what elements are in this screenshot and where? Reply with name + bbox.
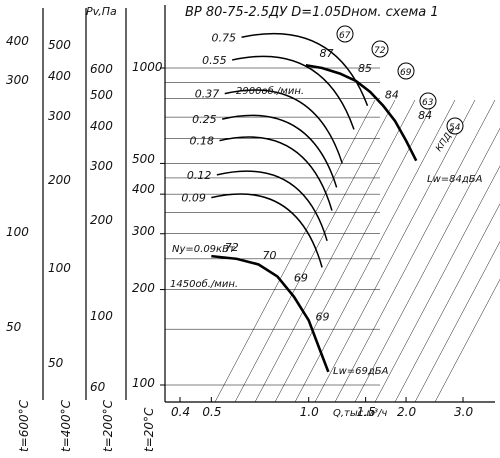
x-tick-label: 1.5 xyxy=(357,405,376,419)
power-line xyxy=(216,170,328,242)
power-label: 0.75 xyxy=(212,31,237,44)
efficiency-circle xyxy=(419,92,437,110)
power-unit-label: Ny=0.09кВт xyxy=(172,244,236,255)
grid-line-diagonal xyxy=(354,127,500,403)
performance-curve xyxy=(211,254,330,373)
x-tick-label: 0.5 xyxy=(202,405,221,419)
y-axis-title: Pv,Па xyxy=(86,5,117,18)
efficiency-point-label: 87 xyxy=(320,47,334,60)
temp-tick-label: 300 xyxy=(6,73,29,87)
efficiency-point-label: 70 xyxy=(263,249,277,262)
power-label: 0.09 xyxy=(181,192,206,205)
chart-texts: ВР 80-75-2.5ДУ D=1.05Dном. схема 1 Ny=0.0… xyxy=(170,5,483,377)
chart-axes: 50 100 300 400 t=600°C 50 100 200 300 400 500 t=400… xyxy=(6,5,495,452)
efficiency-value: 67 xyxy=(339,31,351,41)
efficiency-point-label: 85 xyxy=(358,62,372,75)
noise-label: Lw=69дБА xyxy=(333,366,389,377)
x-tick-label: 0.4 xyxy=(171,405,190,419)
noise-label: Lw=84дБА xyxy=(427,174,483,185)
temp-axis-label: t=600°C xyxy=(17,399,31,452)
efficiency-value: 54 xyxy=(449,123,461,133)
grid-line-diagonal xyxy=(214,99,376,403)
efficiency-value: 69 xyxy=(400,68,412,78)
x-tick-label: 2.0 xyxy=(397,405,416,419)
power-label: 0.55 xyxy=(202,54,227,67)
efficiency-circle xyxy=(371,40,389,58)
temp-tick-label: 100 xyxy=(132,376,155,390)
x-tick-label: 1.0 xyxy=(300,405,319,419)
grid-line-diagonal xyxy=(274,99,436,403)
speed-label: 2900об./мин. xyxy=(236,85,304,97)
temp-tick-label: 200 xyxy=(90,213,113,227)
grid-line-diagonal xyxy=(234,99,396,403)
chart-title: ВР 80-75-2.5ДУ D=1.05Dном. схема 1 xyxy=(185,5,439,20)
grid-line-diagonal xyxy=(394,203,500,403)
efficiency-circle xyxy=(397,62,415,80)
speed-label: 1450об./мин. xyxy=(170,278,238,290)
temp-tick-label: 200 xyxy=(48,173,71,187)
grid-line-diagonal xyxy=(414,241,500,403)
performance-curves: 87 85 84 84 72 70 69 69 xyxy=(211,47,432,373)
temp-tick-label: 100 xyxy=(90,309,113,323)
temp-tick-label: 600 xyxy=(90,62,113,76)
power-lines: 0.75 0.55 0.37 0.25 0.18 0.12 0.09 xyxy=(181,31,369,268)
temp-tick-label: 100 xyxy=(6,225,29,239)
power-line xyxy=(241,32,369,107)
temp-tick-label: 60 xyxy=(90,380,106,394)
chart-grid xyxy=(165,67,500,403)
temp-tick-label: 50 xyxy=(6,320,22,334)
power-line xyxy=(211,193,323,268)
x-tick-label: 3.0 xyxy=(454,405,473,419)
power-label: 0.12 xyxy=(187,169,212,182)
efficiency-point-label: 72 xyxy=(225,241,239,254)
efficiency-circle xyxy=(336,25,354,43)
efficiency-point-label: 84 xyxy=(418,109,432,122)
temp-tick-label: 400 xyxy=(132,182,155,196)
power-label: 0.37 xyxy=(195,88,220,101)
temp-tick-label: 500 xyxy=(90,88,113,102)
performance-curve xyxy=(305,63,418,162)
temp-tick-label: 400 xyxy=(6,34,29,48)
temp-tick-label: 500 xyxy=(48,38,71,52)
efficiency-axis-label: КПД= xyxy=(434,125,458,153)
grid-line-diagonal xyxy=(334,99,496,403)
temp-tick-label: 400 xyxy=(90,119,113,133)
grid-line-diagonal xyxy=(434,278,500,403)
power-line xyxy=(221,114,338,188)
power-line xyxy=(232,55,355,130)
grid-line-diagonal xyxy=(294,99,456,403)
temp-tick-label: 50 xyxy=(48,356,64,370)
efficiency-circle xyxy=(446,117,464,135)
x-axis-title: Q,тыс.м³/ч xyxy=(333,408,387,419)
power-label: 0.18 xyxy=(190,135,215,148)
temp-axis-label: t=200°C xyxy=(101,399,115,452)
efficiency-value: 72 xyxy=(374,46,386,56)
efficiency-point-label: 69 xyxy=(294,272,308,285)
temp-axis-label: t=20°C xyxy=(142,407,156,452)
temp-tick-label: 500 xyxy=(132,152,155,166)
temp-tick-label: 300 xyxy=(132,224,155,238)
temp-tick-label: 200 xyxy=(132,281,155,295)
grid-line-diagonal xyxy=(374,165,500,403)
power-line xyxy=(224,89,343,164)
temp-tick-label: 300 xyxy=(48,109,71,123)
grid-line-diagonal xyxy=(254,99,416,403)
temp-tick-label: 1000 xyxy=(132,60,163,74)
efficiency-point-label: 84 xyxy=(385,89,399,102)
temp-tick-label: 400 xyxy=(48,69,71,83)
efficiency-value: 63 xyxy=(422,98,434,108)
grid-line-diagonal xyxy=(314,99,476,403)
temp-tick-label: 300 xyxy=(90,159,113,173)
efficiency-point-label: 69 xyxy=(316,310,330,323)
power-label: 0.25 xyxy=(192,113,217,126)
power-line xyxy=(219,136,333,211)
temp-axis-label: t=400°C xyxy=(59,399,73,452)
temp-tick-label: 100 xyxy=(48,261,71,275)
